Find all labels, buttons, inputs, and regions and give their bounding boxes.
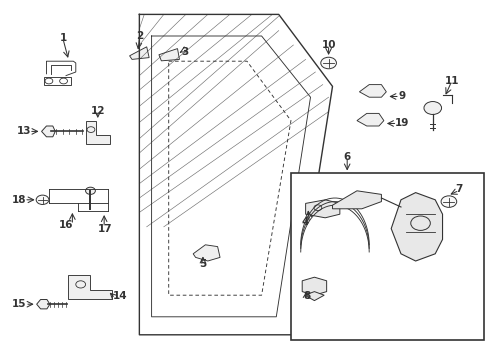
Text: 18: 18 bbox=[11, 195, 26, 205]
Circle shape bbox=[423, 102, 441, 114]
Circle shape bbox=[320, 57, 336, 69]
Text: 14: 14 bbox=[112, 291, 127, 301]
Polygon shape bbox=[305, 200, 339, 218]
Text: 5: 5 bbox=[199, 259, 206, 269]
Text: 19: 19 bbox=[394, 118, 408, 129]
Polygon shape bbox=[193, 245, 220, 261]
Polygon shape bbox=[41, 126, 55, 137]
Text: 4: 4 bbox=[301, 217, 308, 228]
Circle shape bbox=[85, 187, 95, 194]
Text: 9: 9 bbox=[398, 91, 405, 102]
Text: 7: 7 bbox=[454, 184, 462, 194]
Text: 8: 8 bbox=[303, 291, 309, 301]
Circle shape bbox=[440, 196, 456, 207]
Text: 13: 13 bbox=[17, 126, 32, 136]
Polygon shape bbox=[85, 121, 110, 144]
Bar bbox=[290, 173, 483, 340]
Text: 15: 15 bbox=[11, 299, 26, 309]
Text: 11: 11 bbox=[444, 76, 459, 86]
Circle shape bbox=[36, 195, 49, 204]
Text: 2: 2 bbox=[136, 31, 142, 41]
Text: 1: 1 bbox=[60, 33, 67, 43]
Text: 17: 17 bbox=[98, 224, 112, 234]
Polygon shape bbox=[359, 85, 386, 97]
Text: 16: 16 bbox=[59, 220, 73, 230]
Polygon shape bbox=[37, 300, 50, 309]
Text: 12: 12 bbox=[90, 105, 105, 116]
Polygon shape bbox=[356, 113, 383, 126]
Text: 10: 10 bbox=[321, 40, 335, 50]
Polygon shape bbox=[129, 47, 149, 59]
Polygon shape bbox=[68, 275, 112, 299]
Text: 6: 6 bbox=[343, 152, 350, 162]
Polygon shape bbox=[390, 193, 442, 261]
Polygon shape bbox=[302, 277, 326, 295]
Polygon shape bbox=[159, 49, 179, 61]
Text: 3: 3 bbox=[181, 47, 188, 57]
Bar bbox=[44, 77, 71, 85]
Polygon shape bbox=[332, 191, 381, 209]
Polygon shape bbox=[304, 292, 324, 301]
